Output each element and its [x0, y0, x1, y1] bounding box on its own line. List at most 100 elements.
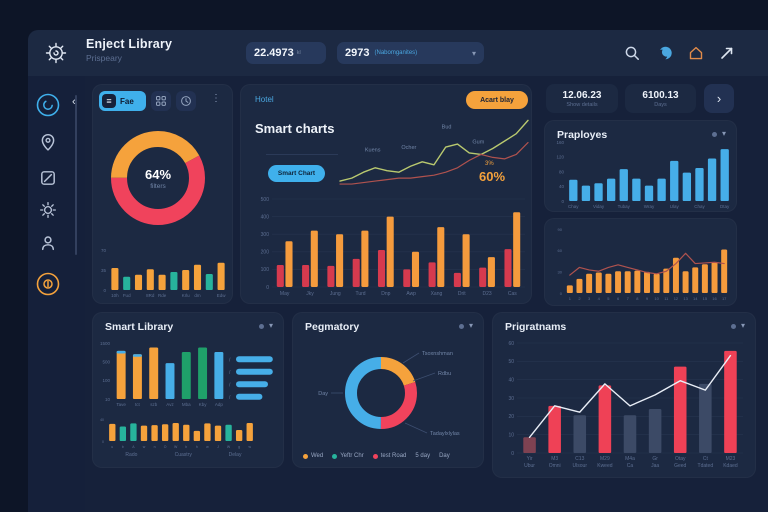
card-date-value: 12.06.23: [562, 89, 602, 101]
svg-text:70: 70: [101, 248, 107, 253]
svg-text:Tsoxnshman: Tsoxnshman: [422, 351, 453, 357]
svg-text:Gr: Gr: [652, 456, 658, 462]
stat-primary: 22.4973 kl: [246, 42, 326, 64]
svg-text:Kweed: Kweed: [597, 463, 613, 469]
svg-text:10h: 10h: [111, 293, 119, 298]
smart-pct-small: 3%: [485, 161, 494, 167]
sidebar-item-settings-gear-icon[interactable]: [39, 201, 57, 219]
svg-text:Tubay: Tubay: [618, 204, 631, 209]
svg-text:Rado: Rado: [125, 452, 137, 457]
svg-text:60: 60: [558, 248, 563, 253]
clock-icon: [181, 96, 191, 106]
home-icon[interactable]: [687, 44, 705, 62]
svg-text:1: 1: [569, 296, 572, 301]
dot-icon: [730, 323, 736, 329]
legend-item: test Road: [372, 453, 407, 459]
svg-text:200: 200: [261, 250, 270, 256]
dot-icon: [458, 323, 464, 329]
legend-dot: [372, 453, 378, 459]
svg-text:60: 60: [508, 341, 514, 347]
svg-text:0: 0: [561, 199, 564, 204]
library-title: Smart Library: [105, 321, 174, 333]
pegmatory-menu[interactable]: ▾: [458, 321, 473, 330]
svg-text:Kuens: Kuens: [365, 148, 381, 154]
sidebar-collapse-chevron-icon[interactable]: ‹: [72, 96, 76, 108]
sidebar-scrollbar[interactable]: [75, 95, 77, 255]
svg-text:8: 8: [636, 296, 639, 301]
svg-text:D23: D23: [482, 291, 491, 297]
sidebar-item-badge-icon[interactable]: [35, 271, 61, 297]
svg-text:b: b: [122, 445, 124, 449]
svg-text:/: /: [229, 370, 231, 376]
sidebar-item-location-pin-icon[interactable]: [39, 133, 57, 151]
svg-text:8Rd: 8Rd: [146, 293, 155, 298]
svg-text:w: w: [206, 445, 209, 449]
svg-text:Ubur: Ubur: [524, 463, 535, 469]
library-menu[interactable]: ▾: [258, 322, 273, 330]
pegmatory-legend: Wed Yeftr Chr test Road 5 day Day: [303, 453, 450, 459]
app-title: Enject Library: [86, 37, 173, 51]
svg-text:7: 7: [627, 296, 630, 301]
svg-text:30: 30: [558, 269, 563, 274]
panel-employees: Praployes ▾ 160 120 80 40 0 Chay Viday Tubay Wra…: [544, 120, 737, 212]
svg-text:Mba: Mba: [182, 402, 191, 407]
svg-text:M3: M3: [551, 456, 558, 462]
svg-text:Ocher: Ocher: [401, 145, 416, 151]
legend-item: 5 day: [415, 453, 430, 459]
svg-text:10: 10: [508, 432, 514, 438]
svg-text:M29: M29: [600, 456, 610, 462]
svg-text:Day: Day: [318, 391, 328, 397]
svg-text:Ulsour: Ulsour: [573, 463, 588, 469]
sidebar-item-user-icon[interactable]: [39, 234, 57, 252]
card-date[interactable]: 12.06.23 Show details: [546, 84, 618, 113]
svg-text:40: 40: [559, 184, 565, 189]
smart-grouped-bar-chart: 500 400 300 200 100 0 May Jky Jung Turd Dnp Awp Xang…: [261, 197, 525, 297]
smart-line-chart: Kuens Ocher Bud Gum: [339, 119, 529, 185]
svg-text:14: 14: [693, 296, 698, 301]
tab-grid-button[interactable]: [151, 91, 171, 111]
panel-smart-charts: Hotel Acart blay Smart charts Smart Char…: [240, 84, 532, 304]
svg-text:Chay: Chay: [694, 204, 705, 209]
grid-icon: [156, 96, 166, 106]
stat-secondary-label: (Nabomganites): [374, 50, 418, 56]
svg-text:Tdated: Tdated: [698, 463, 714, 469]
svg-text:Dnp: Dnp: [381, 291, 390, 297]
svg-text:u: u: [111, 445, 113, 449]
svg-text:17: 17: [722, 296, 727, 301]
legend-label: test Road: [380, 453, 407, 459]
panel-pegmatory: Pegmatory ▾ Tsoxnshman Rdbu Tadaylxlylas Da…: [292, 312, 484, 468]
svg-text:Cas: Cas: [508, 291, 517, 297]
employees-menu[interactable]: ▾: [711, 130, 726, 138]
svg-text:/: /: [229, 382, 231, 388]
next-button[interactable]: ›: [704, 84, 734, 113]
programs-menu[interactable]: ▾: [730, 321, 745, 330]
stat-secondary-dropdown[interactable]: 2973 (Nabomganites) ▾: [337, 42, 484, 64]
search-icon[interactable]: [623, 44, 641, 62]
trend-arrow-icon[interactable]: [718, 44, 736, 62]
smart-action-button[interactable]: Acart blay: [466, 91, 528, 109]
svg-text:4: 4: [598, 296, 601, 301]
svg-text:Avz: Avz: [166, 402, 174, 407]
kebab-menu-icon[interactable]: ⋮: [211, 93, 221, 104]
svg-text:Jung: Jung: [330, 291, 341, 297]
sidebar-item-edit-icon[interactable]: [39, 169, 57, 187]
sidebar-item-dashboard-icon[interactable]: [35, 92, 61, 118]
smart-tag: Hotel: [255, 95, 274, 104]
svg-text:O: O: [164, 445, 167, 449]
card-amount[interactable]: 6100.13 Days: [625, 84, 696, 113]
legend-dot: [332, 453, 338, 459]
chevron-down-icon: ▾: [468, 321, 473, 330]
svg-text:M4a: M4a: [625, 456, 635, 462]
legend-dot: [303, 453, 308, 459]
tab-filters-active[interactable]: ≡ Fae: [99, 91, 146, 111]
svg-text:90: 90: [558, 227, 563, 232]
smart-chart-button[interactable]: Smart Chart: [268, 165, 325, 182]
svg-text:1500: 1500: [100, 341, 111, 346]
svg-text:Fud: Fud: [123, 293, 131, 298]
moon-theme-icon[interactable]: [656, 44, 674, 62]
tab-history-button[interactable]: [176, 91, 196, 111]
svg-text:J: J: [217, 445, 219, 449]
chevron-down-icon: ▾: [740, 321, 745, 330]
svg-text:Ct: Ct: [703, 456, 709, 462]
library-bar-chart: 1500 500 100 10 Tave tct szb Avz Mba Kby Adp: [100, 341, 223, 407]
